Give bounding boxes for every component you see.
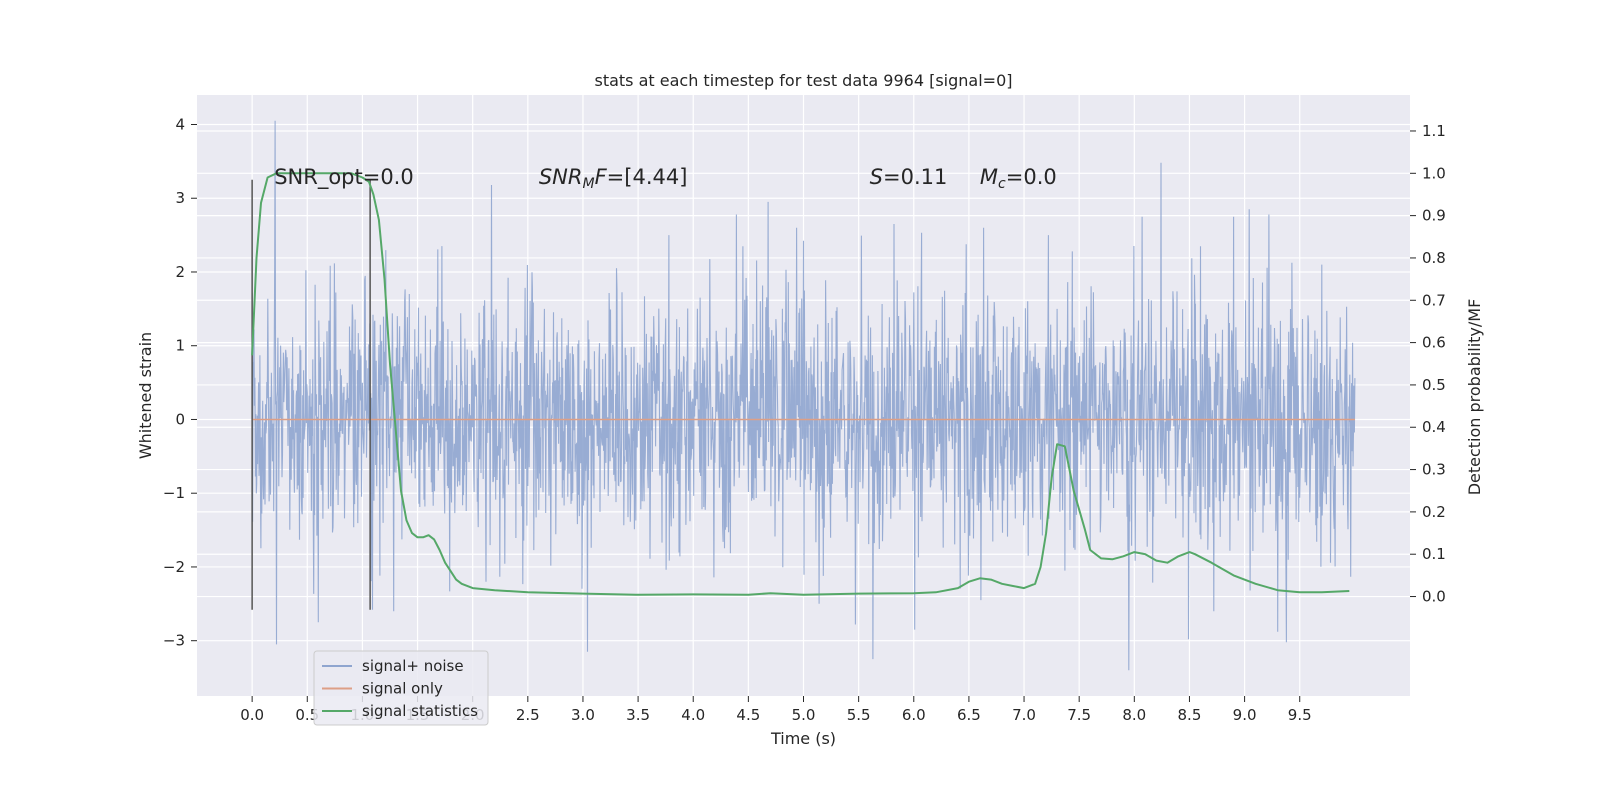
x-tick-label: 6.0 [902,706,926,724]
y2-axis-title: Detection probability/MF [1465,299,1484,496]
y2-tick-label: 0.6 [1422,334,1446,352]
x-tick-label: 7.5 [1067,706,1091,724]
y2-tick-label: 0.5 [1422,376,1446,394]
y-tick-label: −3 [163,632,185,650]
annotation-text: Mc=0.0 [980,165,1057,192]
y-tick-label: 1 [175,337,185,355]
x-tick-label: 4.5 [736,706,760,724]
y-tick-label: 0 [175,410,185,428]
y-tick-label: −1 [163,484,185,502]
series-signal-plus-noise [251,120,1356,671]
x-tick-label: 0.0 [240,706,264,724]
x-tick-label: 4.0 [681,706,705,724]
y-tick-label: −2 [163,558,185,576]
y-tick-label: 3 [175,189,185,207]
x-tick-label: 9.0 [1233,706,1257,724]
x-tick-label: 5.0 [792,706,816,724]
x-axis-title: Time (s) [770,729,836,748]
y2-tick-label: 0.8 [1422,249,1446,267]
signal-plus-noise-line [251,120,1356,671]
y2-tick-label: 0.0 [1422,588,1446,606]
y2-tick-label: 0.9 [1422,207,1446,225]
annotation-text: S=0.11 [870,165,948,189]
x-tick-label: 7.0 [1012,706,1036,724]
y-axis-title: Whitened strain [136,332,155,459]
x-tick-label: 5.5 [847,706,871,724]
y2-tick-label: 1.0 [1422,164,1446,182]
legend-label: signal statistics [362,702,478,720]
x-tick-label: 6.5 [957,706,981,724]
x-tick-label: 3.5 [626,706,650,724]
legend-frame [313,650,489,726]
y2-axis-ticks: 0.0 0.1 0.2 0.3 0.4 0.5 0.6 0.7 0.8 0.9 1.0 1.1 [1410,122,1446,606]
vertical-lines [251,179,371,610]
y-tick-label: 2 [175,263,185,281]
x-tick-label: 0.5 [295,706,319,724]
y2-tick-label: 0.7 [1422,291,1446,309]
x-tick-label: 8.5 [1178,706,1202,724]
legend-label: signal only [362,680,443,698]
x-tick-label: 2.5 [516,706,540,724]
y-tick-label: 4 [175,115,185,133]
annotation-text: SNR_opt=0.0 [274,165,414,190]
legend: signal+ noise signal only signal statistic… [313,650,489,726]
y2-tick-label: 0.3 [1422,461,1446,479]
annotation-text: SNRMF=[4.44] [539,165,688,192]
y2-tick-label: 1.1 [1422,122,1446,140]
x-tick-label: 9.5 [1288,706,1312,724]
x-tick-label: 8.0 [1122,706,1146,724]
legend-label: signal+ noise [362,657,464,675]
annotations: SNR_opt=0.0 SNRMF=[4.44] S=0.11 Mc=0.0 [274,165,1057,192]
x-tick-label: 3.0 [571,706,595,724]
y2-tick-label: 0.2 [1422,503,1446,521]
y2-tick-label: 0.1 [1422,545,1446,563]
chart-title: stats at each timestep for test data 996… [594,71,1012,90]
series-signal-statistics [251,172,1350,596]
signal-statistics-line [251,172,1350,596]
y-axis-ticks: −3 −2 −1 0 1 2 3 4 [163,115,197,650]
y2-tick-label: 0.4 [1422,418,1446,436]
